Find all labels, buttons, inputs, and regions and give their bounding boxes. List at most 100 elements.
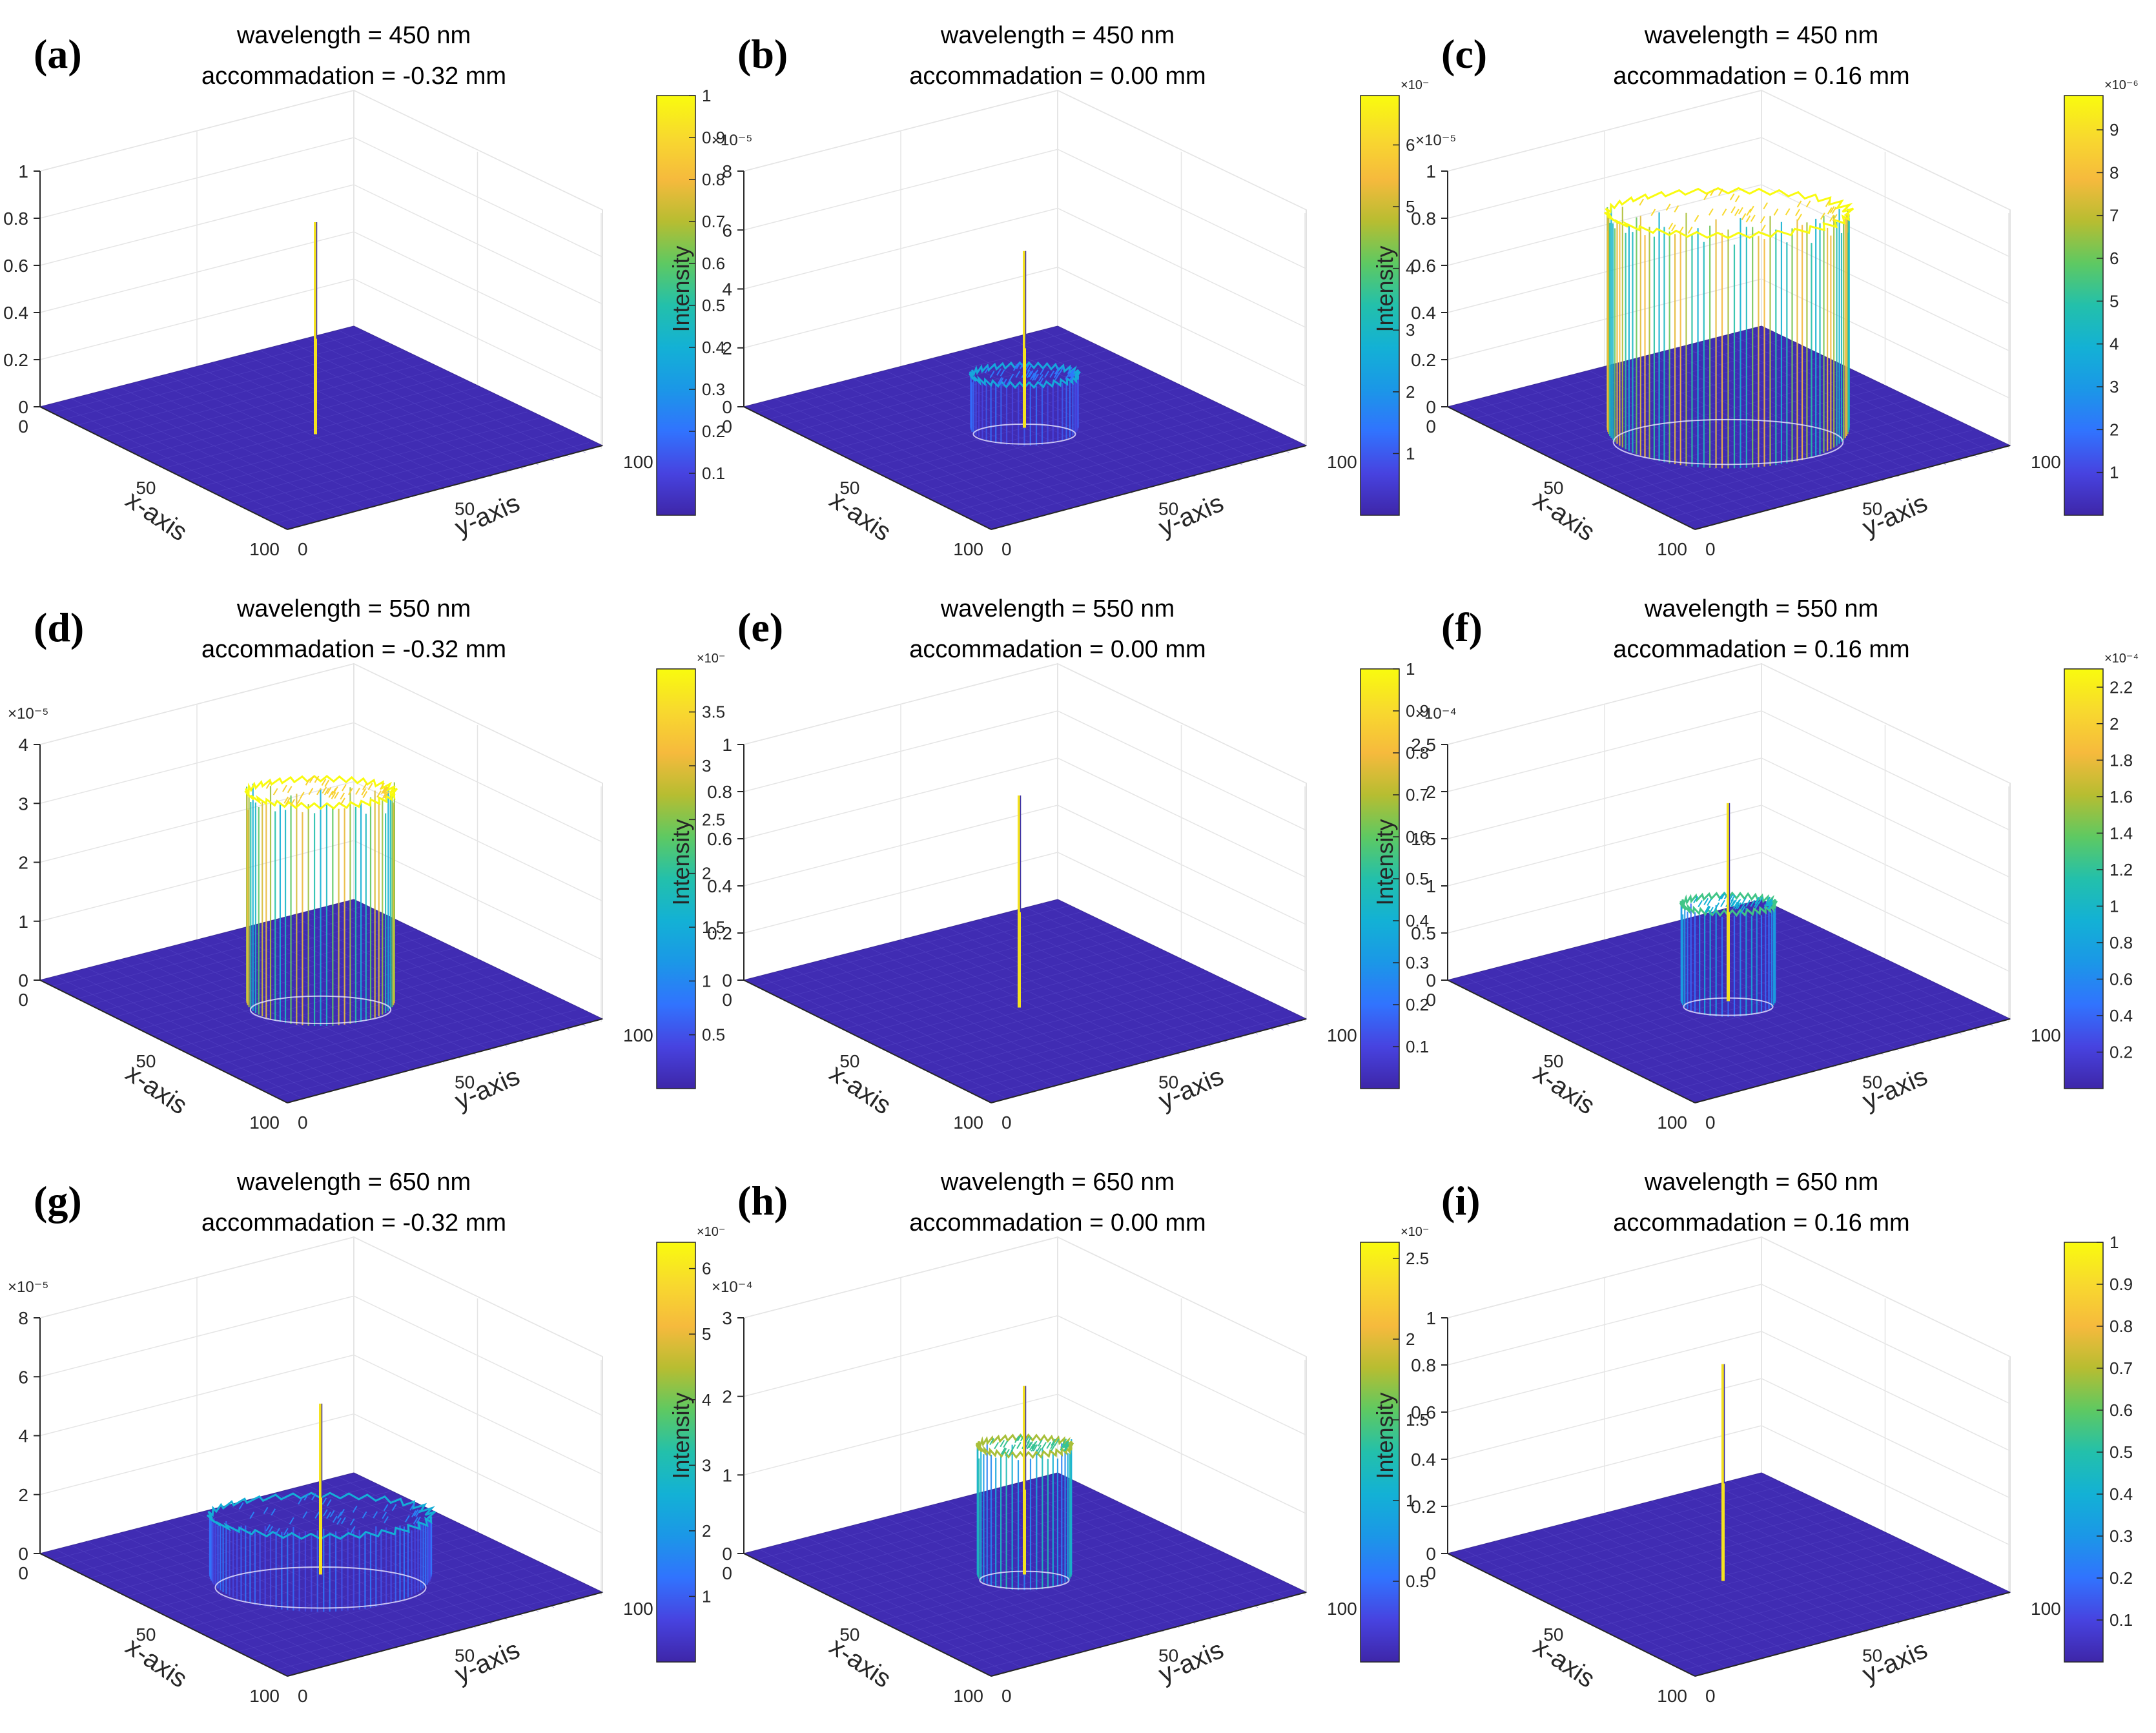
colorbar-tick-label: 6 [1406, 135, 1415, 154]
mesh-line [212, 362, 460, 486]
plateau-texture [409, 1503, 415, 1511]
plateau-texture [989, 371, 995, 378]
title-line-1: wavelength = 650 nm [940, 1169, 1175, 1196]
mesh-line [1620, 362, 1868, 486]
panel-g: 0 2 4 6 8 ×10⁻⁵ Intensity 0 50 100 x-axis 0 50 100 y-a… [8, 1169, 725, 1706]
z-tick-label: 8 [18, 1308, 28, 1328]
z-tick-label: 1 [18, 161, 28, 181]
plateau-texture [1070, 373, 1076, 381]
plateau-texture [308, 788, 314, 795]
gridline [1447, 805, 2011, 925]
plateau-texture [265, 1524, 271, 1532]
mesh-line [932, 931, 1180, 1055]
title-line-2: accommadation = 0.00 mm [909, 1209, 1206, 1236]
mesh-line [963, 1497, 1211, 1620]
plateau-texture [1705, 906, 1711, 914]
plateau-texture [1014, 1435, 1020, 1443]
mesh-line [1714, 1484, 1962, 1608]
plateau-texture [1064, 1444, 1070, 1451]
plateau-texture [303, 1493, 309, 1501]
colorbar-tick-label: 0.3 [702, 380, 725, 399]
title-line-1: wavelength = 650 nm [1644, 1169, 1878, 1196]
plateau-texture [1734, 902, 1740, 910]
x-tick-label: 50 [136, 1625, 156, 1645]
plateau-texture [1049, 370, 1054, 378]
plateau-texture [249, 1512, 255, 1519]
z-tick-label: 0.6 [3, 256, 28, 276]
colorbar-tick-label: 0.4 [702, 338, 725, 357]
z-tick-label: 0 [722, 970, 732, 990]
plateau-texture [295, 799, 301, 806]
plateau-texture [1025, 1441, 1031, 1448]
colorbar-tick-label: 0.7 [2110, 1359, 2133, 1378]
y-axis-label: y-axis [451, 489, 524, 542]
gridline [743, 1236, 1307, 1357]
x-axis-label: x-axis [1528, 486, 1600, 547]
plateau-texture [1797, 213, 1802, 221]
z-exponent: ×10⁻⁴ [712, 1278, 753, 1296]
plateau-texture [1668, 222, 1674, 230]
plateau-texture [1785, 208, 1791, 216]
plateau-texture [1820, 212, 1825, 220]
mesh-line [260, 350, 508, 473]
plateau-texture [283, 796, 289, 804]
mesh-line [238, 1570, 552, 1652]
surface-feature [1679, 803, 1778, 1017]
colorbar-tick-label: 0.6 [2110, 969, 2133, 989]
mesh-line [1621, 1558, 1935, 1640]
title-line-1: wavelength = 450 nm [940, 22, 1175, 49]
mesh-line [275, 919, 523, 1043]
x-tick-label: 0 [1426, 990, 1436, 1010]
colorbar: 1 2 3 4 5 6 ×10⁻ [656, 1225, 725, 1663]
colorbar: 0.5 1 1.5 2 2.5 ×10⁻ [1360, 1225, 1429, 1663]
mesh-line [1620, 1508, 1868, 1632]
plateau-texture [1639, 198, 1645, 206]
plateau-texture [367, 783, 373, 790]
plateau-texture [323, 788, 329, 795]
plateau-texture [1030, 373, 1035, 380]
colorbar-tick-label: 1.6 [2110, 787, 2133, 806]
gridline [1447, 184, 2011, 305]
plateau-texture [1694, 214, 1699, 222]
plateau-texture [1707, 898, 1712, 906]
x-tick-label: 100 [953, 1686, 983, 1706]
mesh-line [1645, 1570, 1960, 1652]
plateau-texture [1003, 1441, 1008, 1448]
mesh-line [963, 923, 1211, 1047]
y-axis-label: y-axis [1155, 489, 1227, 542]
plateau-texture [1730, 206, 1736, 214]
z-tick-label: 0.6 [707, 829, 732, 849]
plateau-texture [1069, 373, 1074, 381]
mesh-line [188, 972, 502, 1054]
colorbar-tick-label: 1 [702, 1586, 711, 1606]
colorbar-tick-label: 1 [702, 971, 711, 990]
x-tick-label: 50 [136, 478, 156, 498]
gridline [1447, 278, 2011, 399]
axes-box [1447, 89, 2011, 449]
z-tick-label: 2 [1426, 782, 1436, 802]
mesh-line [238, 424, 552, 506]
z-tick-label: 0 [1426, 397, 1436, 417]
mesh-line [262, 436, 577, 518]
plateau-texture [265, 781, 271, 789]
mesh-line [1658, 1577, 1972, 1658]
y-axis-label: y-axis [1155, 1062, 1227, 1116]
plateau-texture [1051, 1439, 1056, 1446]
mesh-line [338, 329, 586, 453]
y-tick-label: 100 [2031, 1025, 2061, 1045]
plateau-texture [1763, 202, 1769, 210]
mesh-line [904, 979, 1219, 1060]
plateau-texture [1721, 209, 1727, 216]
colorbar-tick-label: 8 [2110, 163, 2119, 182]
z-tick-label: 0.2 [1411, 350, 1436, 370]
plateau-texture [1025, 369, 1031, 377]
mesh-line [1010, 1484, 1258, 1608]
colorbar: 1 2 3 4 5 6 ×10⁻ [1360, 78, 1429, 516]
plateau-texture [299, 792, 305, 799]
plateau-texture [1062, 1441, 1068, 1449]
plateau-texture [1015, 371, 1021, 378]
mesh-line [225, 418, 540, 499]
z-tick-label: 0 [18, 1544, 28, 1564]
mesh-line [243, 1501, 492, 1625]
mesh-line [1658, 430, 1972, 511]
